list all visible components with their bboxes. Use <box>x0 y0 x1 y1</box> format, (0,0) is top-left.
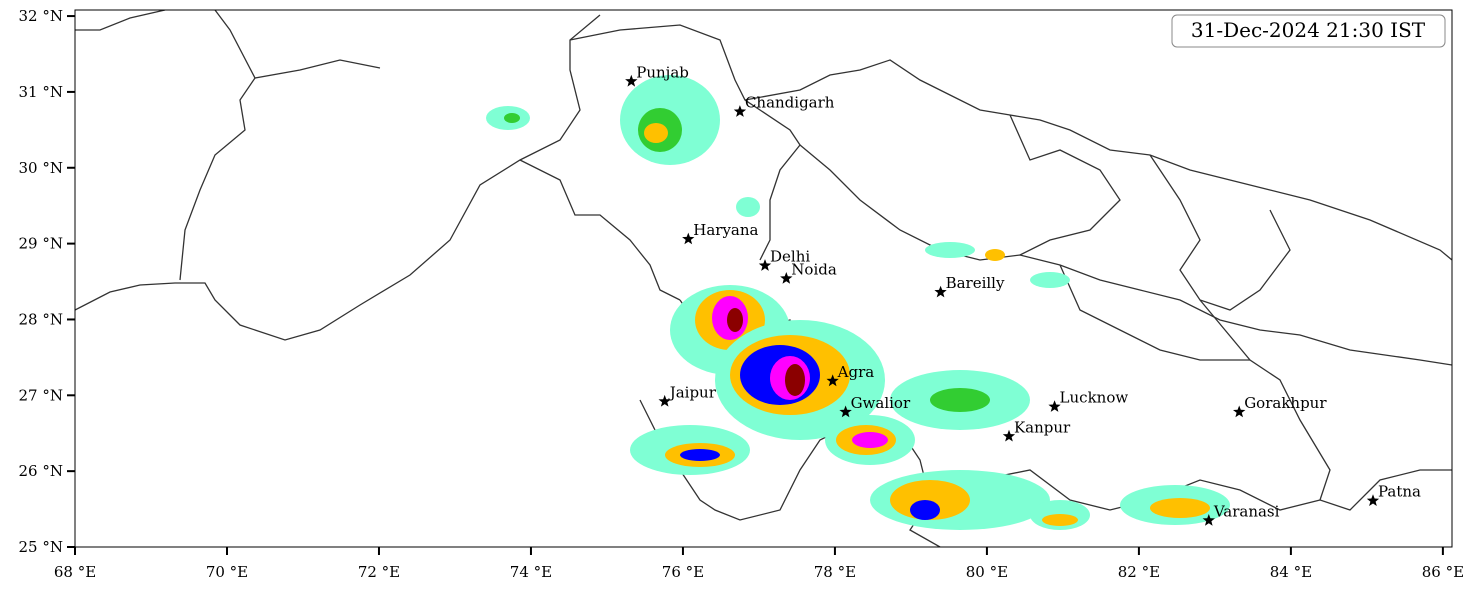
city-marker <box>1048 400 1061 412</box>
timestamp-box <box>1171 14 1446 48</box>
city-marker <box>1233 405 1246 418</box>
city-label: Kanpur <box>1014 418 1071 436</box>
city-label: Noida <box>791 261 837 279</box>
city-label: Gwalior <box>851 394 911 412</box>
city-label: Agra <box>837 363 875 381</box>
y-tick-label: 25 °N <box>19 538 63 556</box>
city-marker <box>625 74 638 87</box>
city-marker <box>682 232 695 245</box>
city-marker <box>1366 494 1380 506</box>
city-marker <box>758 259 772 271</box>
city-marker <box>839 405 852 418</box>
x-tick-label: 86 °E <box>1422 563 1464 581</box>
city-marker <box>934 285 947 298</box>
city-marker <box>658 394 671 407</box>
y-tick-label: 31 °N <box>19 83 63 101</box>
x-tick-label: 80 °E <box>966 563 1008 581</box>
radar-echoes <box>486 75 1230 530</box>
city-marker <box>1002 429 1016 442</box>
city-marker <box>733 105 747 117</box>
x-tick-label: 76 °E <box>662 563 704 581</box>
city-label: Delhi <box>770 248 810 266</box>
city-marker <box>826 374 839 387</box>
x-tick-label: 70 °E <box>206 563 248 581</box>
city-label: Gorakhpur <box>1244 394 1327 412</box>
city-label: Punjab <box>636 63 689 81</box>
y-tick-label: 26 °N <box>19 462 63 480</box>
x-tick-label: 72 °E <box>358 563 400 581</box>
x-tick-label: 84 °E <box>1270 563 1312 581</box>
city-label: Bareilly <box>946 274 1005 292</box>
city-label: Lucknow <box>1060 389 1129 407</box>
city-marker <box>1202 514 1215 526</box>
city-label: Haryana <box>693 221 758 239</box>
city-label: Chandigarh <box>745 94 835 112</box>
timestamp: 31-Dec-2024 21:30 IST <box>1191 18 1426 42</box>
x-tick-label: 68 °E <box>54 563 96 581</box>
plot-frame <box>74 9 1453 548</box>
city-label: Jaipur <box>668 383 717 401</box>
x-tick-label: 78 °E <box>814 563 856 581</box>
y-tick-label: 27 °N <box>19 386 63 404</box>
city-label: Varanasi <box>1213 502 1280 520</box>
city-label: Patna <box>1378 483 1421 501</box>
y-tick-label: 28 °N <box>19 310 63 328</box>
city-marker <box>780 272 793 284</box>
x-tick-label: 74 °E <box>510 563 552 581</box>
x-tick-label: 82 °E <box>1118 563 1160 581</box>
y-tick-label: 30 °N <box>19 159 63 177</box>
y-tick-label: 29 °N <box>19 235 63 253</box>
y-tick-label: 32 °N <box>19 7 63 25</box>
